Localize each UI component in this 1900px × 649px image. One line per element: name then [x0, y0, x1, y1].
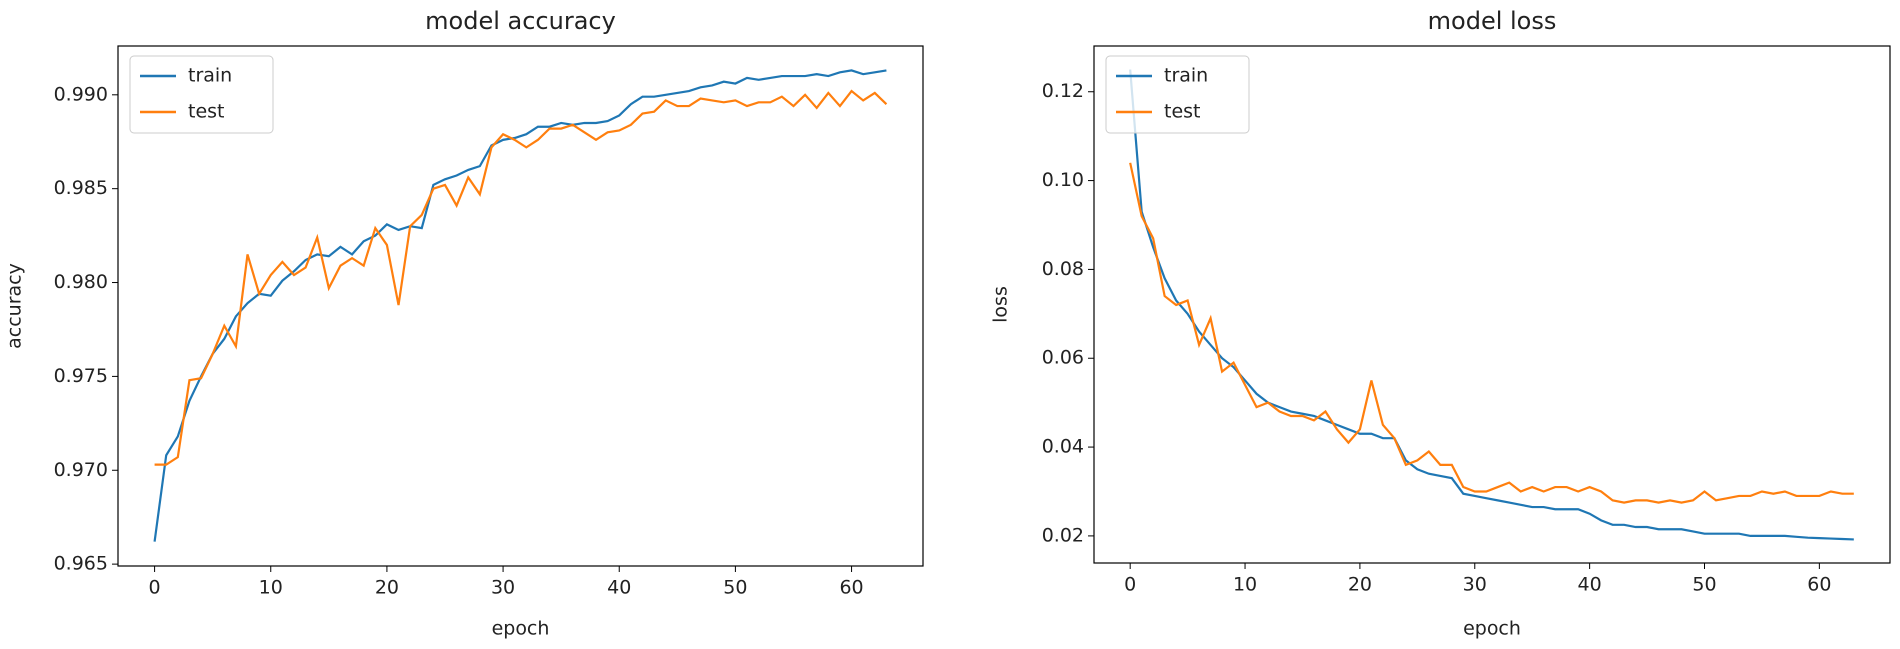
x-axis-label: epoch — [492, 618, 550, 640]
y-tick-label: 0.990 — [54, 83, 108, 105]
x-tick-label: 20 — [375, 577, 399, 599]
y-axis-label: accuracy — [4, 263, 26, 349]
y-axis-label: loss — [990, 286, 1012, 323]
chart-title: model accuracy — [425, 7, 616, 35]
x-tick-label: 10 — [259, 577, 283, 599]
y-tick-label: 0.10 — [1042, 169, 1084, 191]
y-tick-label: 0.12 — [1042, 80, 1084, 102]
x-tick-label: 0 — [149, 577, 161, 599]
line-series — [1129, 162, 1854, 504]
y-tick-label: 0.970 — [54, 459, 108, 481]
x-tick-label: 50 — [723, 577, 747, 599]
y-tick-label: 0.980 — [54, 271, 108, 293]
x-tick-label: 10 — [1233, 574, 1257, 596]
line-series — [153, 69, 887, 542]
y-tick-label: 0.02 — [1042, 524, 1084, 546]
x-tick-label: 30 — [491, 577, 515, 599]
axes-frame — [1093, 45, 1891, 564]
line-series — [1129, 69, 1854, 541]
y-tick-label: 0.965 — [54, 553, 108, 575]
legend-label: train — [188, 65, 232, 87]
y-tick-label: 0.06 — [1042, 347, 1084, 369]
legend-label: test — [188, 101, 225, 123]
y-tick-label: 0.08 — [1042, 258, 1084, 280]
y-tick-label: 0.985 — [54, 177, 108, 199]
x-tick-label: 0 — [1124, 574, 1136, 596]
x-tick-label: 50 — [1692, 574, 1716, 596]
legend-label: test — [1164, 101, 1201, 123]
line-series — [154, 89, 888, 466]
x-tick-label: 40 — [607, 577, 631, 599]
y-tick-label: 0.975 — [54, 365, 108, 387]
x-tick-label: 20 — [1348, 574, 1372, 596]
x-tick-label: 60 — [1807, 574, 1831, 596]
x-tick-label: 30 — [1463, 574, 1487, 596]
x-tick-label: 60 — [839, 577, 863, 599]
legend-label: train — [1164, 65, 1208, 87]
x-tick-label: 40 — [1578, 574, 1602, 596]
axes-frame — [117, 45, 924, 567]
x-axis-label: epoch — [1463, 618, 1521, 640]
chart-title: model loss — [1428, 7, 1557, 35]
y-tick-label: 0.04 — [1042, 436, 1084, 458]
